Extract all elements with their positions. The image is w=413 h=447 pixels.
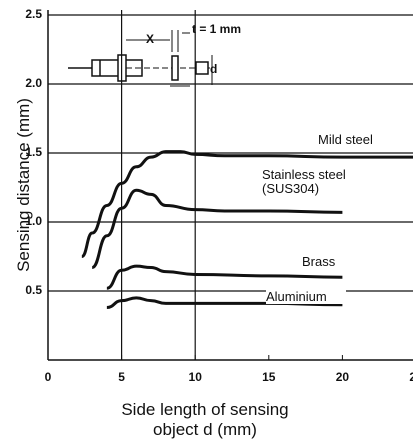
sensor-diagram bbox=[68, 30, 213, 87]
y-axis-label: Sensing distance (mm) bbox=[14, 98, 33, 272]
annotation: X bbox=[146, 32, 154, 46]
series-line bbox=[91, 188, 343, 270]
series-label: Stainless steel (SUS304) bbox=[262, 167, 346, 196]
y-tick-label: 2.0 bbox=[25, 76, 42, 90]
series-label: Mild steel bbox=[318, 132, 373, 147]
y-tick-label: 2.5 bbox=[25, 7, 42, 21]
x-tick-label: 10 bbox=[189, 370, 203, 384]
y-tick-label: 0.5 bbox=[25, 283, 42, 297]
x-tick-label: 0 bbox=[45, 370, 52, 384]
x-tick-label: 25 bbox=[409, 370, 413, 384]
y-tick-label: 1.0 bbox=[25, 214, 42, 228]
y-tick-label: 1.5 bbox=[25, 145, 42, 159]
series-label: Aluminium bbox=[266, 290, 346, 304]
x-axis-label: Side length of sensing object d (mm) bbox=[121, 400, 289, 439]
series-line bbox=[81, 150, 413, 258]
x-tick-label: 5 bbox=[118, 370, 125, 384]
x-tick-label: 15 bbox=[262, 370, 276, 384]
series-label: Brass bbox=[302, 254, 336, 269]
annotation: d bbox=[210, 62, 217, 76]
series-line bbox=[106, 264, 343, 290]
annotation: t = 1 mm bbox=[192, 22, 241, 36]
x-tick-label: 20 bbox=[336, 370, 350, 384]
